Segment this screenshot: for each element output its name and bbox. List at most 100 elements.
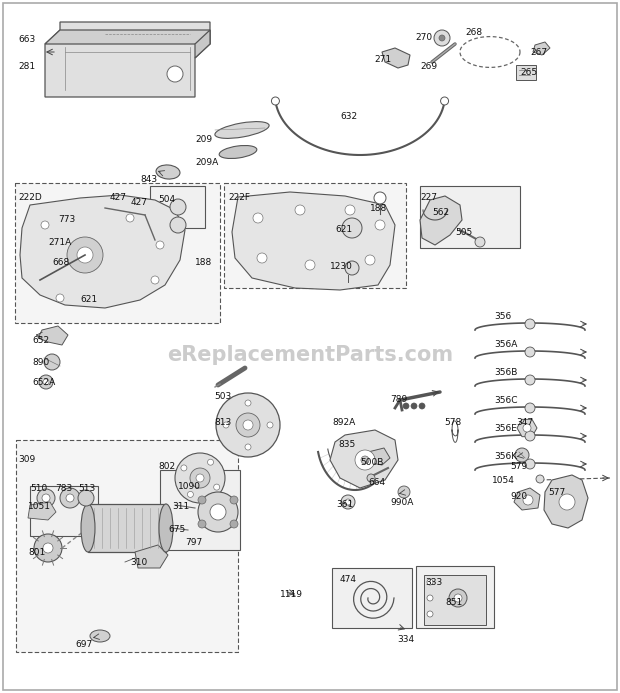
Circle shape <box>170 217 186 233</box>
Ellipse shape <box>81 504 95 552</box>
Bar <box>88 504 166 552</box>
Circle shape <box>449 589 467 607</box>
Circle shape <box>214 484 219 490</box>
Text: 267: 267 <box>530 48 547 57</box>
Polygon shape <box>514 488 540 510</box>
Circle shape <box>187 491 193 498</box>
Text: 1119: 1119 <box>280 590 303 599</box>
Ellipse shape <box>156 165 180 179</box>
Text: 920: 920 <box>510 492 527 501</box>
Text: 500B: 500B <box>360 458 383 467</box>
Circle shape <box>345 261 359 275</box>
Text: 361: 361 <box>336 500 353 509</box>
Circle shape <box>342 218 362 238</box>
Polygon shape <box>330 430 398 488</box>
Text: 269: 269 <box>420 62 437 71</box>
Text: 510: 510 <box>30 484 47 493</box>
Text: 675: 675 <box>168 525 185 534</box>
Text: 271: 271 <box>374 55 391 64</box>
Bar <box>332 568 412 628</box>
Bar <box>420 186 520 248</box>
Polygon shape <box>38 326 68 345</box>
Circle shape <box>427 595 433 601</box>
Text: 664: 664 <box>368 478 385 487</box>
Bar <box>224 183 406 288</box>
Circle shape <box>374 192 386 204</box>
Circle shape <box>525 347 535 357</box>
Text: 356K: 356K <box>494 452 517 461</box>
Circle shape <box>341 495 355 509</box>
Text: 773: 773 <box>58 215 75 224</box>
Circle shape <box>216 393 280 457</box>
Circle shape <box>39 375 53 389</box>
Text: 1230: 1230 <box>330 262 353 271</box>
Text: 652A: 652A <box>32 378 55 387</box>
Circle shape <box>375 220 385 230</box>
Bar <box>30 486 98 536</box>
Circle shape <box>175 453 225 503</box>
Polygon shape <box>20 195 185 308</box>
Circle shape <box>60 488 80 508</box>
Circle shape <box>439 35 445 41</box>
Polygon shape <box>420 196 462 245</box>
Text: 562: 562 <box>432 208 449 217</box>
Circle shape <box>37 489 55 507</box>
Polygon shape <box>533 42 550 55</box>
Circle shape <box>367 474 375 482</box>
Text: 311: 311 <box>172 502 189 511</box>
Text: 663: 663 <box>18 35 35 44</box>
Text: 427: 427 <box>131 198 148 207</box>
Polygon shape <box>45 22 210 97</box>
Circle shape <box>295 205 305 215</box>
Text: 621: 621 <box>335 225 352 234</box>
Text: 265: 265 <box>520 68 537 77</box>
Text: 427: 427 <box>110 193 127 202</box>
Circle shape <box>525 375 535 385</box>
Text: 892A: 892A <box>332 418 355 427</box>
Circle shape <box>43 543 53 553</box>
Text: 990A: 990A <box>390 498 414 507</box>
Text: 271A: 271A <box>48 238 71 247</box>
Ellipse shape <box>219 146 257 159</box>
Circle shape <box>208 459 213 465</box>
Circle shape <box>523 495 533 505</box>
Circle shape <box>257 253 267 263</box>
Circle shape <box>66 494 74 502</box>
Circle shape <box>427 579 433 585</box>
Circle shape <box>559 494 575 510</box>
Circle shape <box>345 205 355 215</box>
Circle shape <box>67 237 103 273</box>
Text: eReplacementParts.com: eReplacementParts.com <box>167 345 453 365</box>
Circle shape <box>536 475 544 483</box>
Circle shape <box>475 237 485 247</box>
Polygon shape <box>28 502 56 520</box>
Circle shape <box>56 294 64 302</box>
Bar <box>416 566 494 628</box>
Text: 835: 835 <box>338 440 355 449</box>
Circle shape <box>441 97 449 105</box>
Text: 222D: 222D <box>18 193 42 202</box>
Polygon shape <box>232 192 395 290</box>
Circle shape <box>525 431 535 441</box>
Text: 813: 813 <box>214 418 231 427</box>
Circle shape <box>196 474 204 482</box>
Text: 309: 309 <box>18 455 35 464</box>
Text: 578: 578 <box>444 418 461 427</box>
Circle shape <box>190 468 210 488</box>
Text: 356E: 356E <box>494 424 517 433</box>
Bar <box>160 470 240 550</box>
Ellipse shape <box>215 121 269 139</box>
Circle shape <box>419 403 425 409</box>
Text: 356B: 356B <box>494 368 517 377</box>
Text: 513: 513 <box>78 484 95 493</box>
Circle shape <box>361 456 369 464</box>
Circle shape <box>167 66 183 82</box>
Text: 783: 783 <box>55 484 73 493</box>
Circle shape <box>223 422 229 428</box>
Circle shape <box>523 424 531 432</box>
Circle shape <box>198 492 238 532</box>
Ellipse shape <box>90 630 110 642</box>
Text: 504: 504 <box>158 195 175 204</box>
Circle shape <box>245 400 251 406</box>
Polygon shape <box>366 448 390 465</box>
